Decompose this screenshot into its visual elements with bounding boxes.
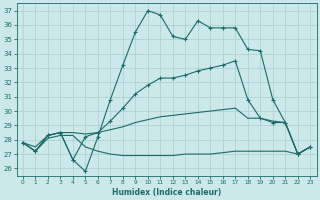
- X-axis label: Humidex (Indice chaleur): Humidex (Indice chaleur): [112, 188, 221, 197]
